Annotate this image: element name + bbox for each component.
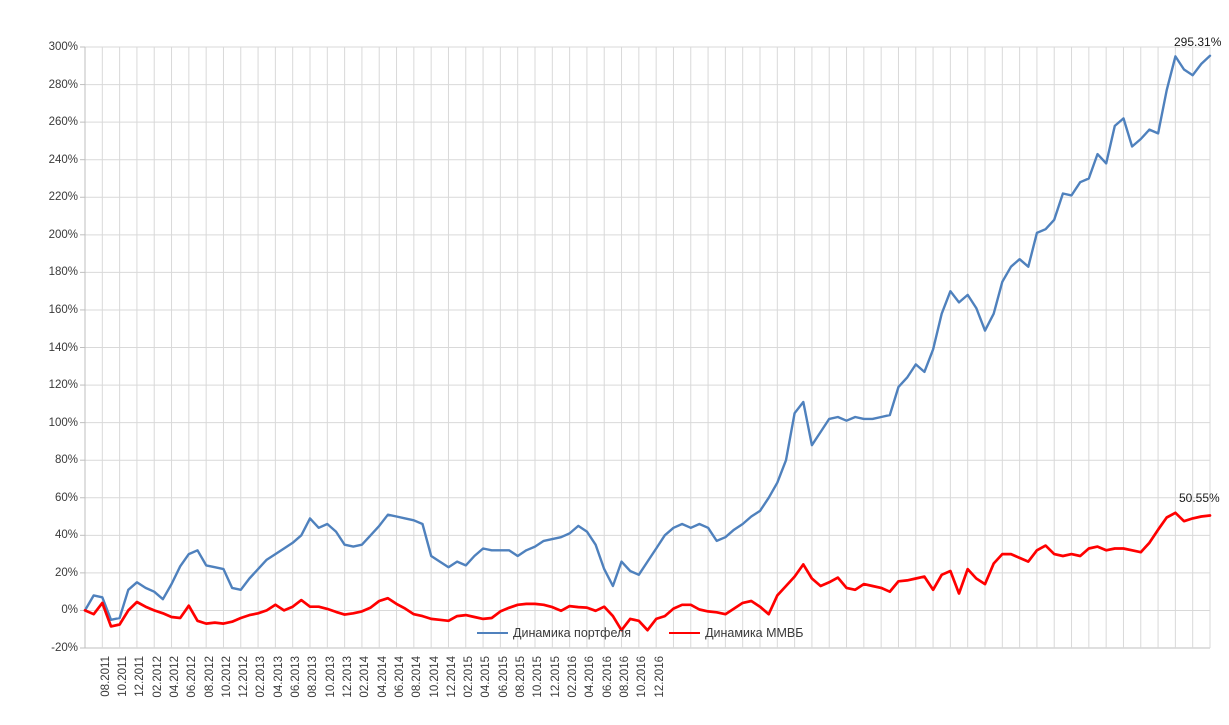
x-tick-label: 12.2013	[341, 656, 354, 698]
x-tick-label: 12.2011	[134, 656, 147, 697]
x-tick-label: 10.2011	[116, 656, 129, 697]
x-tick-label: 12.2015	[549, 656, 562, 698]
legend-item-portfolio: Динамика портфеля	[477, 626, 631, 640]
y-tick-label: 0%	[61, 604, 78, 617]
x-tick-label: 08.2013	[307, 656, 320, 698]
portfolio-end-value: 295.31%	[1174, 35, 1222, 49]
x-tick-label: 04.2014	[376, 656, 389, 698]
y-tick-label: 160%	[48, 303, 78, 316]
micex-end-value: 50.55%	[1179, 491, 1220, 505]
x-tick-label: 06.2012	[186, 656, 199, 698]
portfolio-series-line	[83, 54, 1212, 621]
x-tick-label: 12.2016	[653, 656, 666, 698]
x-tick-label: 10.2015	[532, 656, 545, 698]
y-tick-label: 60%	[54, 491, 78, 504]
x-tick-label: 06.2013	[290, 656, 303, 698]
legend-label-micex: Динамика ММВБ	[705, 626, 804, 640]
y-tick-label: 260%	[48, 116, 78, 129]
x-tick-label: 12.2012	[238, 656, 251, 698]
x-tick-label: 06.2016	[601, 656, 614, 698]
y-tick-label: 140%	[48, 341, 78, 354]
x-tick-label: 08.2015	[515, 656, 528, 698]
y-tick-label: 120%	[48, 379, 78, 392]
x-tick-label: 10.2012	[220, 656, 233, 698]
x-tick-label: 02.2014	[359, 656, 372, 698]
y-tick-label: 240%	[48, 153, 78, 166]
y-tick-label: 220%	[48, 191, 78, 204]
x-tick-label: 04.2016	[584, 656, 597, 698]
y-tick-label: 80%	[54, 454, 78, 467]
micex-line-swatch	[669, 632, 701, 634]
legend-item-micex: Динамика ММВБ	[669, 626, 803, 640]
x-tick-label: 08.2014	[411, 656, 424, 698]
y-tick-label: 200%	[48, 228, 78, 241]
legend-label-portfolio: Динамика портфеля	[513, 626, 632, 640]
x-tick-label: 12.2014	[445, 656, 458, 698]
x-tick-label: 02.2015	[463, 656, 476, 698]
x-tick-label: 04.2013	[272, 656, 285, 698]
x-tick-label: 06.2014	[393, 656, 406, 698]
y-tick-label: 300%	[48, 41, 78, 53]
x-tick-label: 10.2013	[324, 656, 337, 698]
y-tick-label: 40%	[54, 529, 78, 542]
x-tick-label: 02.2016	[566, 656, 579, 698]
x-tick-label: 02.2013	[255, 656, 268, 698]
x-tick-label: 04.2015	[480, 656, 493, 698]
x-tick-label: 08.2016	[618, 656, 631, 698]
x-tick-label: 06.2015	[497, 656, 510, 698]
portfolio-line-swatch	[477, 632, 508, 634]
y-tick-label: 180%	[48, 266, 78, 279]
x-tick-label: 10.2016	[636, 656, 649, 698]
y-tick-label: 280%	[48, 78, 78, 91]
x-tick-label: 08.2011	[99, 656, 112, 697]
y-tick-label: 100%	[48, 416, 78, 429]
y-tick-label: 20%	[54, 566, 78, 579]
x-tick-label: 04.2012	[168, 656, 181, 698]
x-tick-label: 02.2012	[151, 656, 164, 698]
chart-legend: Динамика портфеля Динамика ММВБ	[477, 626, 803, 640]
x-tick-label: 10.2014	[428, 656, 441, 698]
micex-series-line	[83, 511, 1212, 632]
y-tick-label: -20%	[51, 642, 78, 654]
x-tick-label: 08.2012	[203, 656, 216, 698]
